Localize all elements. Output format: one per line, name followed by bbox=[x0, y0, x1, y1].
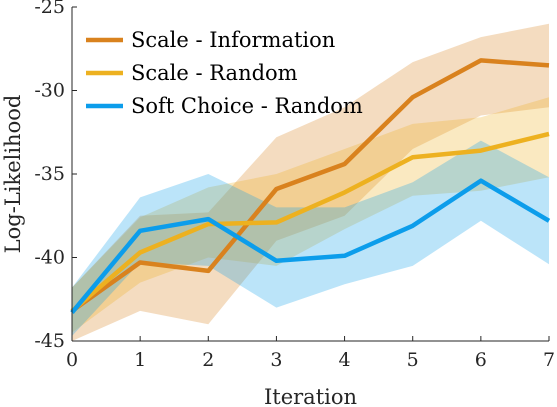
y-tick-label: -40 bbox=[34, 247, 65, 269]
line-series-2 bbox=[70, 131, 550, 313]
x-tick-label: 6 bbox=[475, 349, 487, 371]
x-tick-label: 5 bbox=[407, 349, 419, 371]
legend-label-2: Scale - Random bbox=[131, 61, 298, 85]
line-series-1 bbox=[70, 58, 550, 313]
y-tick-label: -25 bbox=[34, 0, 65, 18]
x-axis-label: Iteration bbox=[264, 385, 357, 407]
x-tick-label: 4 bbox=[339, 349, 351, 371]
y-tick-label: -30 bbox=[34, 80, 65, 102]
x-tick-label: 0 bbox=[66, 349, 78, 371]
band-series-1 bbox=[72, 23, 549, 341]
x-tick-label: 7 bbox=[543, 349, 555, 371]
y-tick-label: -35 bbox=[34, 163, 65, 185]
axes: 0 1 2 3 4 5 6 7 -45 -40 -35 -30 -25 bbox=[34, 0, 555, 371]
series-lines bbox=[70, 58, 551, 315]
y-tick-label: -45 bbox=[34, 330, 65, 352]
legend-label-1: Scale - Information bbox=[131, 28, 335, 52]
x-tick-label: 1 bbox=[134, 349, 146, 371]
y-axis-label: Log-Likelihood bbox=[1, 95, 25, 254]
legend-label-3: Soft Choice - Random bbox=[131, 94, 363, 118]
x-tick-label: 2 bbox=[202, 349, 214, 371]
band-series-3 bbox=[72, 140, 549, 336]
legend: Scale - Information Scale - Random Soft Ch… bbox=[86, 28, 363, 118]
line-series-3 bbox=[70, 178, 551, 315]
x-tick-label: 3 bbox=[270, 349, 282, 371]
